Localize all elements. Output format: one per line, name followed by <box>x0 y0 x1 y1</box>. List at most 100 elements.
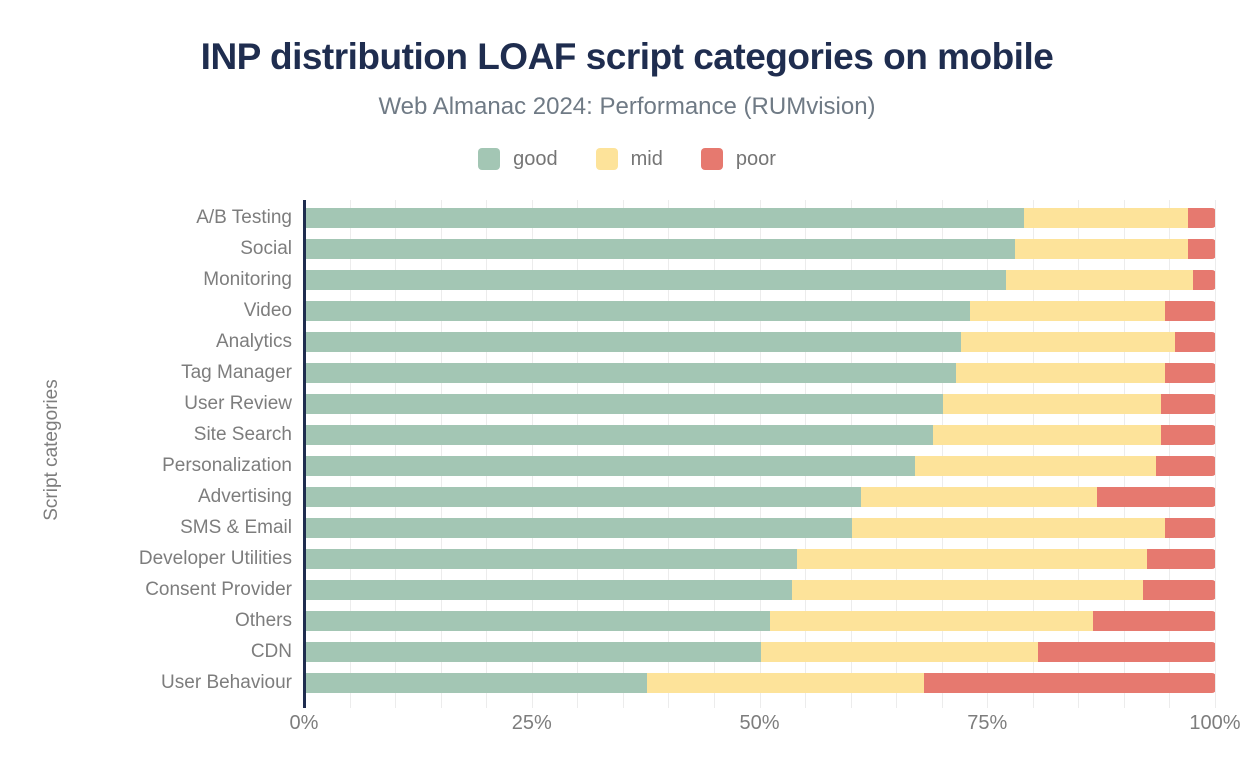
bar-segment-good <box>305 393 943 414</box>
category-label: Site Search <box>193 423 292 445</box>
bar-segment-poor <box>1038 641 1216 662</box>
bar-segment-good <box>305 486 861 507</box>
category-label: SMS & Email <box>180 516 292 538</box>
category-label: Video <box>243 299 292 321</box>
category-label: Personalization <box>162 454 292 476</box>
x-tick-75: 75% <box>967 712 1008 734</box>
bar-row: Social <box>0 233 1254 264</box>
bar-track <box>305 269 1216 290</box>
bar-track <box>305 424 1216 445</box>
bar-segment-mid <box>960 331 1175 352</box>
legend: good mid poor <box>0 145 1254 173</box>
bar-segment-good <box>305 641 761 662</box>
bar-segment-good <box>305 579 793 600</box>
gridline <box>395 200 397 708</box>
bar-track <box>305 672 1216 693</box>
bar-rows: A/B Testing Social Monitoring Video Analytic… <box>0 202 1254 698</box>
bar-segment-mid <box>933 424 1161 445</box>
gridline <box>896 200 898 708</box>
bar-row: Site Search <box>0 419 1254 450</box>
bar-track <box>305 238 1216 259</box>
bar-segment-mid <box>915 455 1157 476</box>
bar-segment-mid <box>760 641 1039 662</box>
gridlines <box>304 200 1216 708</box>
bar-row: Developer Utilities <box>0 543 1254 574</box>
legend-swatch-good-icon <box>478 148 501 170</box>
bar-row: User Behaviour <box>0 667 1254 698</box>
bar-segment-poor <box>1165 300 1216 321</box>
bar-segment-mid <box>769 610 1093 631</box>
bar-track <box>305 362 1216 383</box>
bar-segment-mid <box>942 393 1161 414</box>
bar-track <box>305 517 1216 538</box>
bar-segment-good <box>305 517 852 538</box>
bar-row: Personalization <box>0 450 1254 481</box>
legend-label-good: good <box>513 147 558 170</box>
bar-track <box>305 331 1216 352</box>
bar-track <box>305 207 1216 228</box>
bar-segment-mid <box>796 548 1148 569</box>
x-tick-25: 25% <box>511 712 552 734</box>
gridline <box>759 200 761 708</box>
bar-track <box>305 641 1216 662</box>
bar-segment-poor <box>1160 424 1216 445</box>
bar-segment-good <box>305 424 934 445</box>
bar-track <box>305 579 1216 600</box>
category-label: Others <box>234 609 292 631</box>
gridline <box>1169 200 1171 708</box>
gridline <box>622 200 624 708</box>
bar-track <box>305 455 1216 476</box>
bar-segment-mid <box>792 579 1143 600</box>
gridline <box>805 200 807 708</box>
gridline <box>349 200 351 708</box>
bar-segment-poor <box>1092 610 1216 631</box>
bar-row: A/B Testing <box>0 202 1254 233</box>
bar-row: SMS & Email <box>0 512 1254 543</box>
bar-segment-poor <box>1097 486 1216 507</box>
category-label: Advertising <box>198 485 292 507</box>
category-label: User Behaviour <box>161 671 292 693</box>
bar-segment-poor <box>1165 362 1216 383</box>
bar-segment-mid <box>860 486 1098 507</box>
category-label: Social <box>240 237 292 259</box>
category-label: User Review <box>184 392 292 414</box>
y-axis-title: Script categories <box>41 379 62 521</box>
gridline <box>850 200 852 708</box>
bar-segment-poor <box>1142 579 1216 600</box>
bar-segment-mid <box>646 672 925 693</box>
legend-item-good: good <box>478 148 558 171</box>
x-tick-0: 0% <box>289 712 319 734</box>
bar-segment-poor <box>1160 393 1216 414</box>
bar-segment-good <box>305 610 770 631</box>
category-label: Tag Manager <box>181 361 292 383</box>
bar-segment-mid <box>969 300 1166 321</box>
gridline <box>1123 200 1125 708</box>
bar-segment-poor <box>1147 548 1216 569</box>
gridline <box>713 200 715 708</box>
gridline <box>941 200 943 708</box>
gridline <box>1032 200 1034 708</box>
bar-segment-good <box>305 672 647 693</box>
gridline <box>1078 200 1080 708</box>
bar-row: Video <box>0 295 1254 326</box>
bar-track <box>305 393 1216 414</box>
bar-segment-good <box>305 269 1007 290</box>
bar-segment-poor <box>1188 207 1216 228</box>
bar-row: CDN <box>0 636 1254 667</box>
bar-segment-mid <box>1024 207 1189 228</box>
gridline <box>577 200 579 708</box>
gridline <box>987 200 989 708</box>
bar-segment-mid <box>956 362 1166 383</box>
bar-segment-good <box>305 207 1025 228</box>
bar-row: Analytics <box>0 326 1254 357</box>
bar-segment-mid <box>851 517 1166 538</box>
bar-row: Others <box>0 605 1254 636</box>
gridline <box>486 200 488 708</box>
bar-segment-poor <box>1192 269 1216 290</box>
bar-segment-poor <box>924 672 1216 693</box>
bar-track <box>305 300 1216 321</box>
chart-subtitle: Web Almanac 2024: Performance (RUMvision… <box>378 93 876 120</box>
x-tick-50: 50% <box>739 712 780 734</box>
legend-item-poor: poor <box>700 148 776 171</box>
